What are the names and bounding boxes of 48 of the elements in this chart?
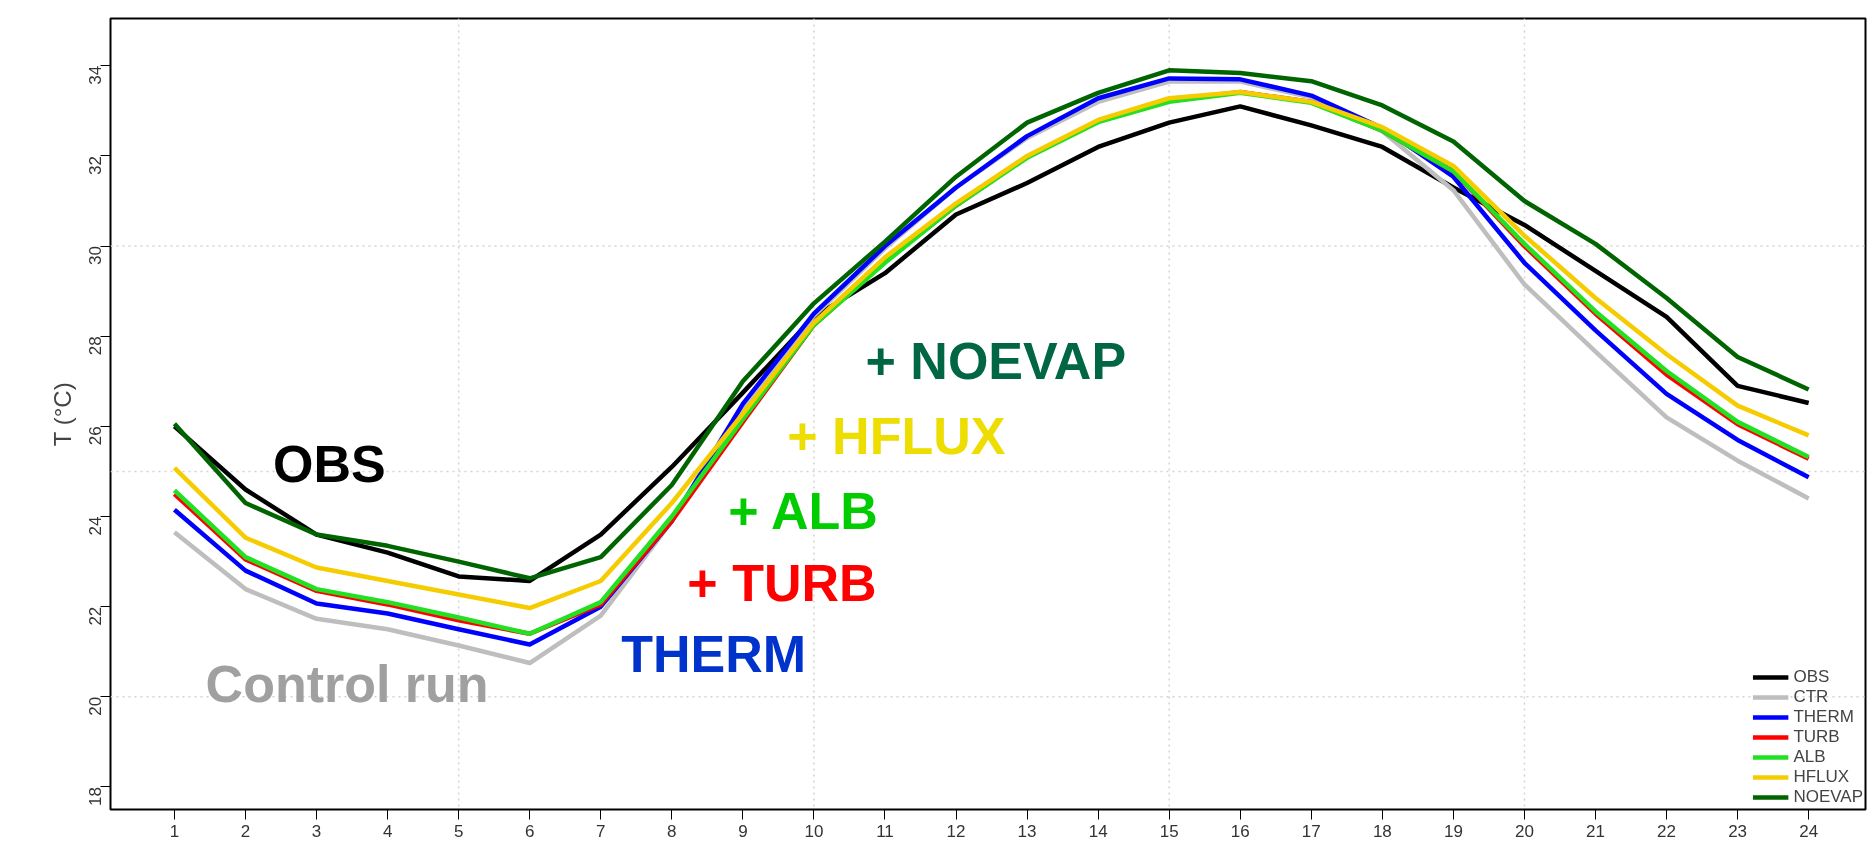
x-tick-label: 22 <box>1657 821 1677 841</box>
annotation: + NOEVAP <box>865 331 1127 390</box>
x-tick-label: 12 <box>946 821 966 841</box>
y-tick-label: 26 <box>86 426 106 446</box>
x-tick-label: 14 <box>1088 821 1108 841</box>
x-tick-label: 4 <box>382 821 393 841</box>
x-tick-label: 18 <box>1372 821 1392 841</box>
y-tick-label: 22 <box>86 606 106 626</box>
y-tick-label: 24 <box>86 516 106 536</box>
x-tick-label: 16 <box>1230 821 1250 841</box>
annotation: + HFLUX <box>787 407 1006 466</box>
legend-label: THERM <box>1793 707 1854 727</box>
x-tick-label: 3 <box>311 821 322 841</box>
x-tick-label: 7 <box>596 821 606 841</box>
x-tick-label: 1 <box>169 821 180 841</box>
x-tick-label: 11 <box>876 821 894 841</box>
annotation: THERM <box>621 625 807 683</box>
y-tick-label: 30 <box>86 246 106 266</box>
legend-label: TURB <box>1793 727 1840 747</box>
x-tick-label: 17 <box>1301 821 1321 841</box>
x-tick-label: 9 <box>738 821 748 841</box>
x-tick-label: 19 <box>1443 821 1463 841</box>
legend-label: OBS <box>1793 667 1830 687</box>
x-tick-label: 20 <box>1514 821 1534 841</box>
legend-label: CTR <box>1793 687 1829 707</box>
y-tick-label: 32 <box>86 155 106 175</box>
x-tick-label: 13 <box>1017 821 1037 841</box>
annotation: Control run <box>205 654 489 713</box>
annotation: + ALB <box>728 482 878 541</box>
x-tick-label: 5 <box>453 821 464 841</box>
y-axis-title: T (°C) <box>48 382 76 447</box>
y-tick-label: 34 <box>86 65 106 85</box>
annotation: + TURB <box>687 553 877 612</box>
x-tick-label: 24 <box>1799 821 1819 841</box>
y-tick-label: 20 <box>86 696 106 716</box>
x-tick-label: 10 <box>804 821 824 841</box>
x-tick-label: 2 <box>240 821 251 841</box>
y-tick-label: 28 <box>86 336 106 356</box>
y-tick-label: 18 <box>86 786 106 806</box>
legend-label: HFLUX <box>1793 767 1850 787</box>
x-tick-label: 6 <box>524 821 535 841</box>
legend-label: ALB <box>1793 747 1826 767</box>
legend-label: NOEVAP <box>1793 787 1863 807</box>
x-tick-label: 15 <box>1159 821 1179 841</box>
x-tick-label: 8 <box>667 821 677 841</box>
x-tick-label: 21 <box>1586 821 1605 841</box>
x-tick-label: 23 <box>1728 821 1748 841</box>
annotation: OBS <box>273 434 386 493</box>
